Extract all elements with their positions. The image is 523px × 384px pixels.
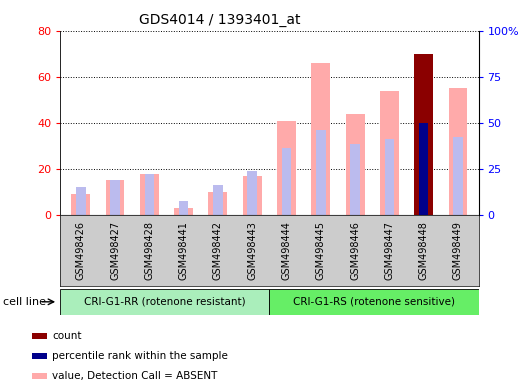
Bar [414, 54, 433, 215]
Text: CRI-G1-RR (rotenone resistant): CRI-G1-RR (rotenone resistant) [84, 297, 246, 307]
Bar [174, 208, 193, 215]
Bar [282, 148, 291, 215]
Text: GSM498446: GSM498446 [350, 221, 360, 280]
Bar [453, 137, 463, 215]
Bar [384, 139, 394, 215]
Text: GSM498449: GSM498449 [453, 221, 463, 280]
Text: percentile rank within the sample: percentile rank within the sample [52, 351, 228, 361]
Bar [213, 185, 223, 215]
Bar [60, 289, 269, 315]
Text: GSM498445: GSM498445 [316, 221, 326, 280]
Text: GSM498427: GSM498427 [110, 221, 120, 280]
Text: GSM498447: GSM498447 [384, 221, 394, 280]
Bar [419, 123, 428, 215]
Bar [449, 88, 468, 215]
Bar [269, 289, 479, 315]
Text: GSM498444: GSM498444 [281, 221, 291, 280]
Text: GSM498448: GSM498448 [419, 221, 429, 280]
Bar [311, 63, 330, 215]
Text: GSM498443: GSM498443 [247, 221, 257, 280]
Text: GSM498441: GSM498441 [179, 221, 189, 280]
Bar [247, 171, 257, 215]
Text: GSM498426: GSM498426 [76, 221, 86, 280]
Bar [346, 114, 365, 215]
Bar [179, 201, 188, 215]
Bar [209, 192, 228, 215]
Bar [350, 144, 360, 215]
Bar [106, 180, 124, 215]
Text: GSM498442: GSM498442 [213, 221, 223, 280]
Text: GDS4014 / 1393401_at: GDS4014 / 1393401_at [139, 13, 300, 27]
Bar [144, 174, 154, 215]
Bar [140, 174, 159, 215]
Bar [243, 176, 262, 215]
Bar [380, 91, 399, 215]
Bar [76, 187, 86, 215]
Text: GSM498428: GSM498428 [144, 221, 154, 280]
Text: CRI-G1-RS (rotenone sensitive): CRI-G1-RS (rotenone sensitive) [293, 297, 455, 307]
Text: count: count [52, 331, 82, 341]
Bar [71, 194, 90, 215]
Text: cell line: cell line [3, 297, 46, 307]
Text: value, Detection Call = ABSENT: value, Detection Call = ABSENT [52, 371, 218, 381]
Bar [110, 180, 120, 215]
Bar [316, 130, 326, 215]
Bar [277, 121, 296, 215]
